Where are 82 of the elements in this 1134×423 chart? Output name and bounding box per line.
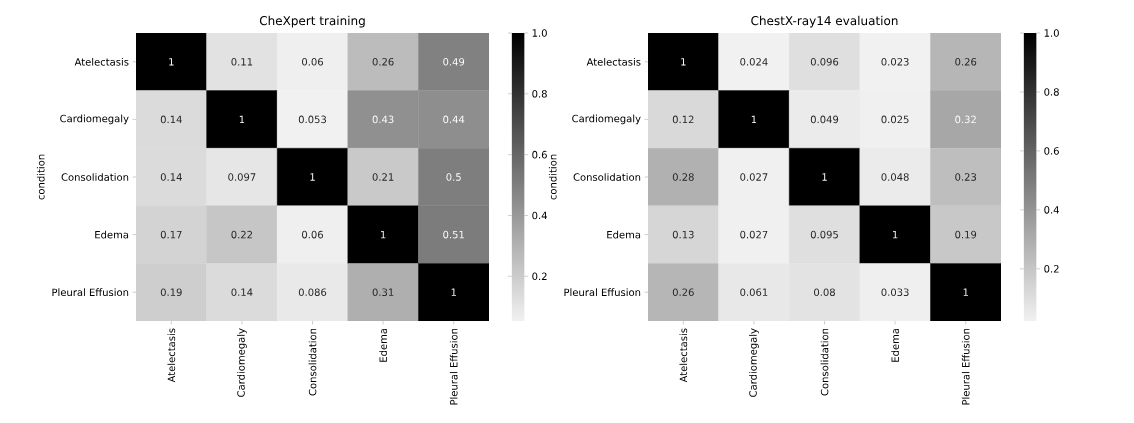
y-tick-label: Cardiomegaly bbox=[60, 114, 129, 125]
y-tick-label: Edema bbox=[95, 230, 129, 239]
data-label: 0.08 bbox=[814, 288, 835, 296]
y-tick-label: Consolidation bbox=[573, 173, 641, 181]
data-label: 0.22 bbox=[231, 230, 253, 239]
data-label: 0.19 bbox=[955, 230, 977, 239]
y-tick-label: Edema bbox=[607, 230, 641, 239]
data-label: 0.027 bbox=[740, 173, 768, 181]
chart-title: ChestX-ray14 evaluation bbox=[751, 15, 898, 28]
x-tick-label: Pleural Effusion bbox=[449, 328, 458, 405]
data-label: 0.12 bbox=[672, 115, 694, 124]
data-label: 0.23 bbox=[955, 173, 977, 181]
data-label: 1 bbox=[751, 115, 757, 124]
data-label: 0.43 bbox=[372, 115, 394, 124]
data-label: 1 bbox=[239, 115, 245, 124]
y-tick-label: Cardiomegaly bbox=[572, 114, 641, 125]
data-label: 1 bbox=[681, 58, 686, 66]
data-label: 1 bbox=[822, 173, 827, 181]
y-tick-label: Atelectasis bbox=[586, 57, 641, 66]
x-tick-label: Consolidation bbox=[308, 328, 317, 396]
data-label: 0.053 bbox=[298, 115, 327, 124]
data-label: 0.025 bbox=[881, 115, 909, 124]
data-label: 1 bbox=[381, 230, 386, 239]
data-label: 0.024 bbox=[740, 58, 768, 66]
y-tick-label: Pleural Effusion bbox=[52, 288, 129, 297]
data-label: 0.49 bbox=[443, 58, 465, 66]
data-label: 0.14 bbox=[160, 173, 182, 181]
data-label: 0.048 bbox=[881, 173, 909, 181]
color-bar-label: 0.2 bbox=[1044, 265, 1059, 273]
color-bar-label: 0.6 bbox=[532, 150, 547, 159]
data-label: 0.097 bbox=[228, 173, 256, 181]
data-label: 0.06 bbox=[302, 230, 324, 239]
data-label: 1 bbox=[963, 288, 968, 296]
data-label: 0.095 bbox=[810, 230, 838, 239]
color-bar-label: 0.8 bbox=[532, 90, 547, 98]
data-label: 0.13 bbox=[672, 230, 694, 239]
color-bar-label: 1.0 bbox=[1044, 29, 1059, 37]
chart-title: CheXpert training bbox=[259, 15, 365, 28]
x-tick-label: Cardiomegaly bbox=[749, 328, 759, 397]
data-label: 0.096 bbox=[810, 58, 839, 66]
color-bar-label: 1.0 bbox=[532, 29, 547, 37]
x-tick-label: Pleural Effusion bbox=[961, 328, 970, 405]
data-label: 0.11 bbox=[231, 58, 253, 66]
data-label: 0.26 bbox=[672, 288, 694, 296]
y-tick-label: Consolidation bbox=[61, 173, 129, 181]
color-bar-label: 0.8 bbox=[1044, 88, 1059, 96]
color-bar-label: 0.4 bbox=[1044, 206, 1059, 214]
data-label: 0.19 bbox=[160, 288, 182, 296]
x-tick-label: Cardiomegaly bbox=[237, 328, 247, 397]
y-axis-title: condition bbox=[548, 154, 557, 200]
data-label: 0.26 bbox=[372, 58, 394, 66]
data-label: 0.086 bbox=[298, 288, 327, 296]
x-tick-label: Atelectasis bbox=[167, 328, 176, 383]
x-tick-label: Consolidation bbox=[820, 328, 829, 396]
data-label: 1 bbox=[893, 230, 898, 239]
data-label: 0.26 bbox=[955, 58, 977, 66]
data-label: 0.32 bbox=[955, 115, 976, 124]
data-label: 0.06 bbox=[302, 58, 324, 66]
y-axis-title: condition bbox=[36, 154, 45, 200]
x-tick-label: Edema bbox=[379, 328, 387, 362]
data-label: 0.21 bbox=[372, 173, 394, 181]
data-label: 1 bbox=[451, 288, 456, 296]
y-tick-label: Pleural Effusion bbox=[564, 288, 641, 297]
data-label: 0.027 bbox=[740, 230, 768, 239]
data-label: 0.049 bbox=[810, 115, 839, 124]
y-tick-label: Atelectasis bbox=[74, 57, 129, 66]
data-label: 0.14 bbox=[160, 115, 182, 124]
data-label: 0.14 bbox=[231, 288, 253, 296]
color-bar-label: 0.6 bbox=[1044, 147, 1059, 155]
data-label: 0.033 bbox=[881, 288, 909, 296]
color-bar-label: 0.4 bbox=[532, 211, 547, 220]
data-label: 0.31 bbox=[372, 288, 394, 296]
data-label: 0.5 bbox=[446, 173, 461, 181]
color-bar-label: 0.2 bbox=[532, 272, 547, 281]
data-label: 0.17 bbox=[160, 230, 182, 239]
data-label: 0.28 bbox=[672, 173, 694, 181]
data-label: 1 bbox=[310, 173, 315, 181]
data-label: 1 bbox=[169, 58, 174, 66]
x-tick-label: Atelectasis bbox=[679, 328, 688, 383]
x-tick-label: Edema bbox=[891, 328, 899, 362]
data-label: 0.061 bbox=[740, 288, 768, 296]
data-label: 0.023 bbox=[881, 58, 909, 66]
